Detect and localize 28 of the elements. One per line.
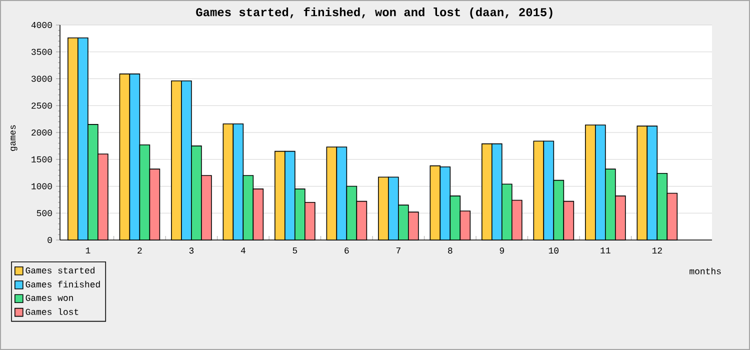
y-tick-label: 3500 bbox=[32, 48, 52, 55]
y-tick-label: 1500 bbox=[32, 156, 52, 162]
y-tick-label: 2000 bbox=[32, 129, 52, 136]
x-tick-label: 5 bbox=[292, 248, 298, 254]
x-tick-label: 11 bbox=[600, 248, 610, 254]
legend-label: Games lost bbox=[26, 308, 78, 315]
y-tick-label: 2500 bbox=[32, 102, 52, 109]
y-tick-label: 500 bbox=[36, 210, 52, 216]
x-tick-label: 12 bbox=[652, 248, 662, 254]
x-tick-label: 3 bbox=[189, 248, 194, 254]
y-tick-label: 0 bbox=[48, 236, 52, 244]
x-tick-label: 1 bbox=[86, 248, 90, 254]
x-axis-title: months bbox=[690, 268, 721, 274]
y-tick-label: 3000 bbox=[32, 76, 52, 82]
chart-title: Games started, finished, won and lost (daan, 2015) bbox=[196, 7, 552, 19]
y-axis-title: games bbox=[10, 125, 18, 151]
x-tick-label: 9 bbox=[500, 248, 504, 254]
x-tick-label: 6 bbox=[344, 248, 349, 254]
legend-label: Games finished bbox=[26, 280, 100, 288]
legend-label: Games won bbox=[26, 294, 73, 301]
x-tick-label: 2 bbox=[138, 248, 142, 254]
y-tick-label: 1000 bbox=[32, 183, 52, 190]
x-tick-label: 4 bbox=[240, 248, 246, 254]
y-tick-label: 4000 bbox=[31, 22, 52, 28]
x-tick-label: 7 bbox=[396, 248, 400, 254]
legend-label: Games started bbox=[26, 266, 94, 274]
x-tick-label: 8 bbox=[448, 248, 452, 254]
x-tick-label: 10 bbox=[548, 248, 558, 254]
